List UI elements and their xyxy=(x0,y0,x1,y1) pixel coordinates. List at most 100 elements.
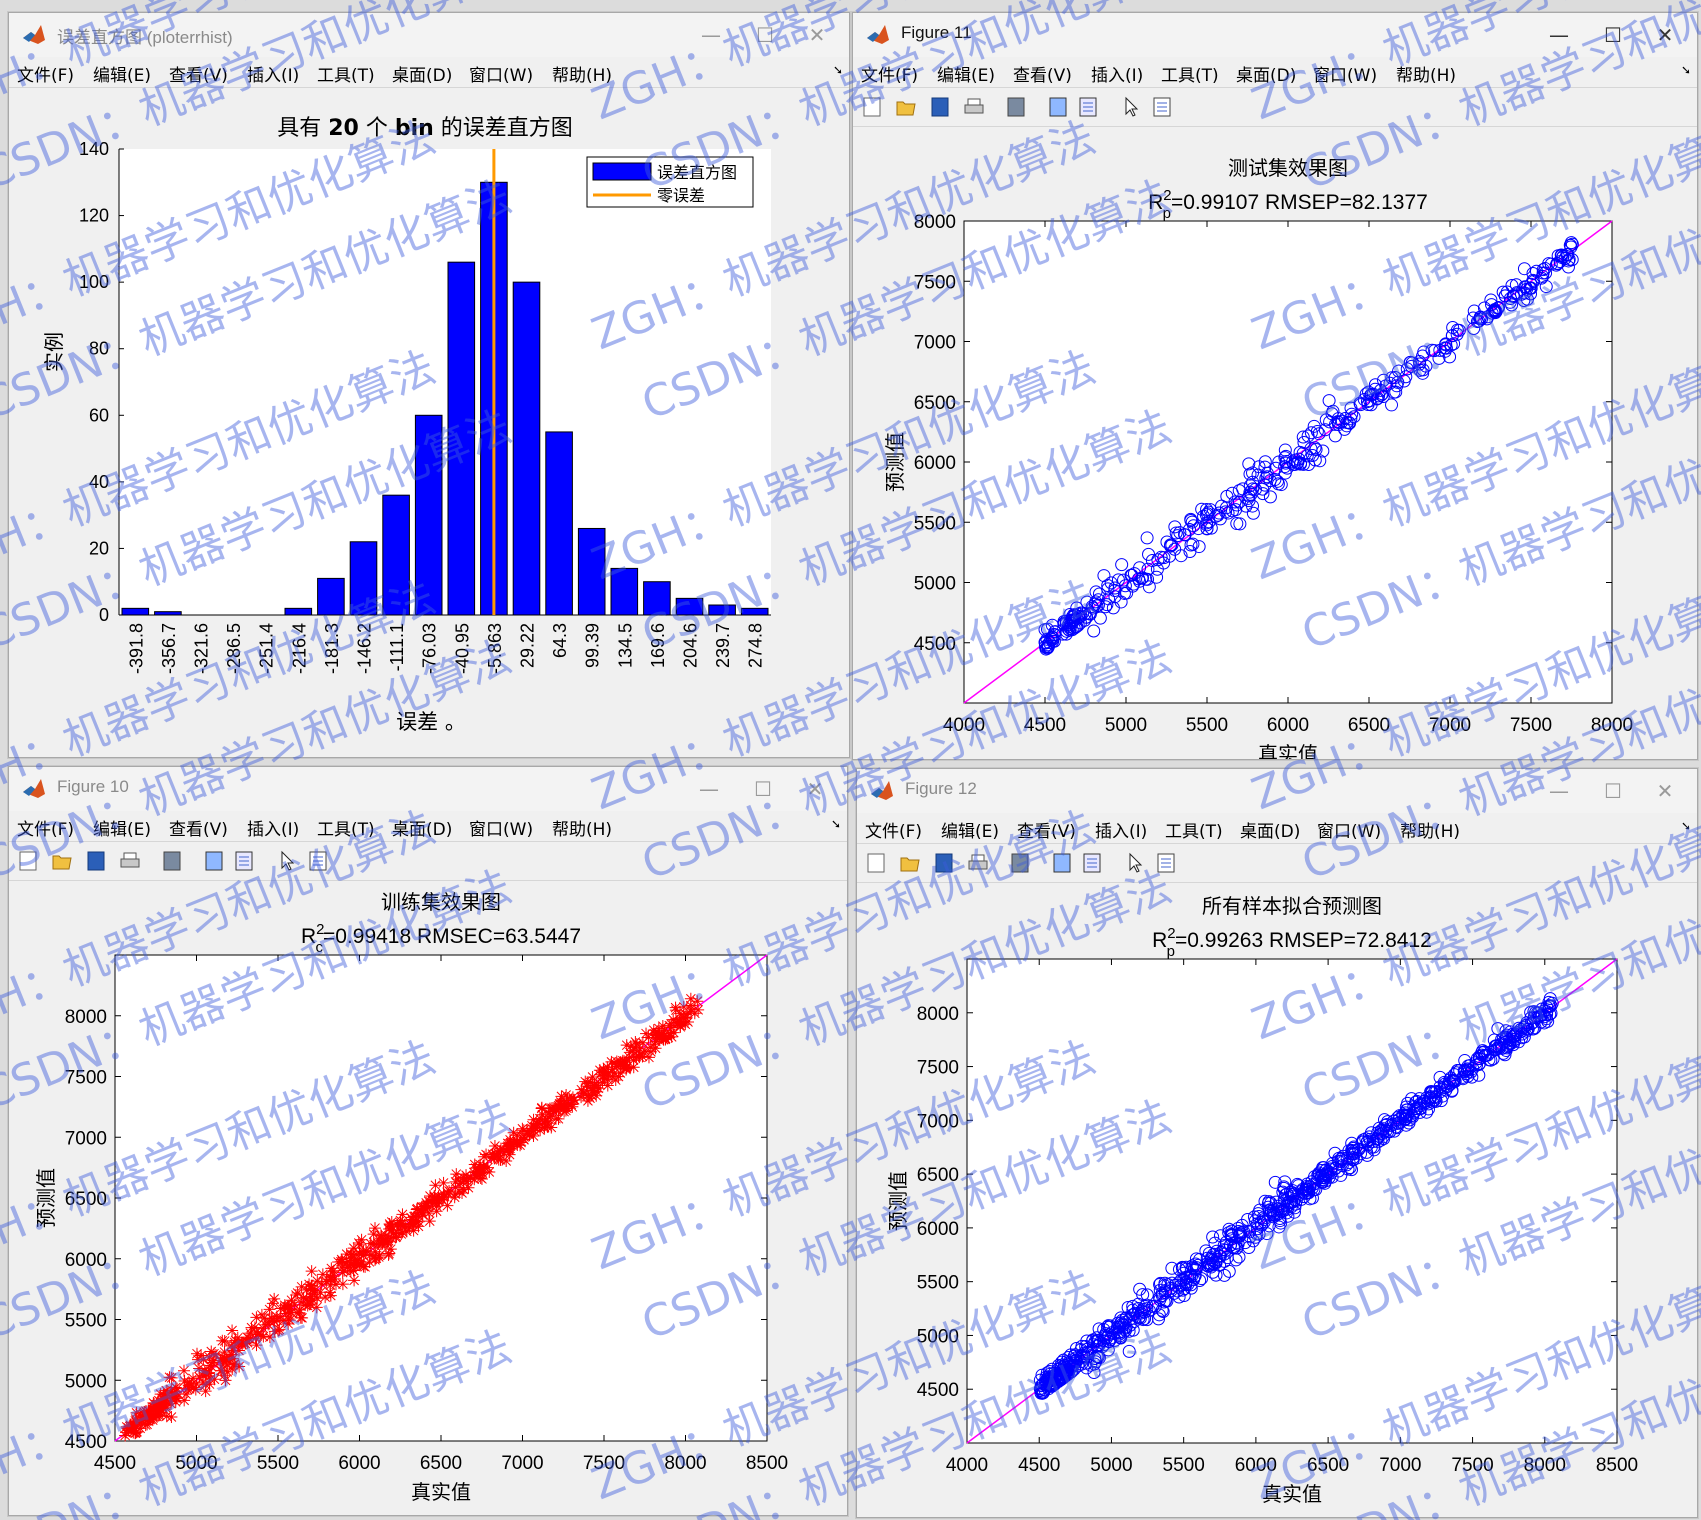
close-button[interactable]: ✕ xyxy=(808,23,826,47)
print-icon[interactable] xyxy=(119,850,141,872)
link-plot-icon[interactable] xyxy=(161,850,183,872)
insert-legend-icon[interactable] xyxy=(233,850,255,872)
window-ploterrhist[interactable]: 误差直方图 (ploterrhist) — ☐ ✕ 文件(F) 编辑(E) 查看(V… xyxy=(8,12,850,758)
window-titlebar[interactable]: Figure 11 — ☐ ✕ xyxy=(853,13,1697,57)
menu-item-1[interactable]: 编辑(E) xyxy=(941,822,1000,842)
menu-item-0[interactable]: 文件(F) xyxy=(17,820,75,840)
data-point xyxy=(392,1223,405,1236)
link-plot-icon[interactable] xyxy=(1005,96,1027,118)
window-titlebar[interactable]: Figure 10 — ☐ ✕ xyxy=(9,767,847,811)
menubar-overflow-icon[interactable]: ➘ xyxy=(832,63,843,77)
menu-item-7[interactable]: 帮助(H) xyxy=(1400,822,1461,842)
data-point xyxy=(203,1366,216,1379)
menu-item-1[interactable]: 编辑(E) xyxy=(93,66,152,86)
close-button[interactable]: ✕ xyxy=(1656,23,1674,47)
edit-plot-arrow-icon[interactable] xyxy=(1125,852,1147,874)
minimize-button[interactable]: — xyxy=(701,23,721,47)
data-point xyxy=(443,1184,456,1197)
menu-item-4[interactable]: 工具(T) xyxy=(317,66,375,86)
menu-item-7[interactable]: 帮助(H) xyxy=(552,820,613,840)
maximize-button[interactable]: ☐ xyxy=(756,23,774,47)
menu-item-6[interactable]: 窗口(W) xyxy=(1313,66,1378,86)
data-point xyxy=(1168,542,1182,556)
window-figure-10[interactable]: Figure 10 — ☐ ✕ 文件(F) 编辑(E) 查看(V) 插入(I) 工具(T… xyxy=(8,766,848,1516)
data-point xyxy=(1345,1143,1359,1157)
print-icon[interactable] xyxy=(963,96,985,118)
new-figure-icon[interactable] xyxy=(865,852,887,874)
menubar-overflow-icon[interactable]: ➘ xyxy=(830,817,841,831)
menu-item-3[interactable]: 插入(I) xyxy=(1095,822,1148,842)
maximize-button[interactable]: ☐ xyxy=(1604,23,1622,47)
property-inspector-icon[interactable] xyxy=(1155,852,1177,874)
menu-item-3[interactable]: 插入(I) xyxy=(247,820,300,840)
property-inspector-icon[interactable] xyxy=(307,850,329,872)
menu-item-2[interactable]: 查看(V) xyxy=(1017,822,1076,842)
menu-item-4[interactable]: 工具(T) xyxy=(1161,66,1219,86)
menu-item-5[interactable]: 桌面(D) xyxy=(392,66,453,86)
menu-item-7[interactable]: 帮助(H) xyxy=(552,66,613,86)
data-point xyxy=(642,1051,655,1064)
menu-item-0[interactable]: 文件(F) xyxy=(865,822,923,842)
menu-item-6[interactable]: 窗口(W) xyxy=(469,66,534,86)
menu-item-0[interactable]: 文件(F) xyxy=(17,66,75,86)
menu-item-4[interactable]: 工具(T) xyxy=(317,820,375,840)
menu-item-5[interactable]: 桌面(D) xyxy=(392,820,453,840)
data-point xyxy=(544,1110,557,1123)
minimize-button[interactable]: — xyxy=(699,777,719,801)
maximize-button[interactable]: ☐ xyxy=(754,777,772,801)
menu-item-4[interactable]: 工具(T) xyxy=(1165,822,1223,842)
open-file-icon[interactable] xyxy=(51,850,73,872)
link-plot-icon[interactable] xyxy=(1009,852,1031,874)
new-figure-icon[interactable] xyxy=(861,96,883,118)
maximize-button[interactable]: ☐ xyxy=(1604,779,1622,803)
window-figure-11[interactable]: Figure 11 — ☐ ✕ 文件(F) 编辑(E) 查看(V) 插入(I) 工具(T… xyxy=(852,12,1698,760)
menu-item-0[interactable]: 文件(F) xyxy=(861,66,919,86)
data-point xyxy=(255,1308,268,1321)
menu-item-5[interactable]: 桌面(D) xyxy=(1236,66,1297,86)
menu-item-6[interactable]: 窗口(W) xyxy=(469,820,534,840)
menu-item-6[interactable]: 窗口(W) xyxy=(1317,822,1382,842)
data-point xyxy=(310,1301,323,1314)
insert-colorbar-icon[interactable] xyxy=(1051,852,1073,874)
data-point xyxy=(133,1407,146,1420)
open-file-icon[interactable] xyxy=(895,96,917,118)
insert-legend-icon[interactable] xyxy=(1081,852,1103,874)
menu-item-1[interactable]: 编辑(E) xyxy=(93,820,152,840)
menu-item-7[interactable]: 帮助(H) xyxy=(1396,66,1457,86)
menu-item-2[interactable]: 查看(V) xyxy=(169,820,228,840)
data-point xyxy=(1069,1341,1083,1355)
window-figure-12[interactable]: Figure 12 — ☐ ✕ 文件(F) 编辑(E) 查看(V) 插入(I) 工具(T… xyxy=(856,768,1698,1518)
menu-item-2[interactable]: 查看(V) xyxy=(169,66,228,86)
x-tick-label: 4000 xyxy=(946,1455,988,1476)
new-figure-icon[interactable] xyxy=(17,850,39,872)
menubar-overflow-icon[interactable]: ➘ xyxy=(1680,63,1691,77)
menu-item-2[interactable]: 查看(V) xyxy=(1013,66,1072,86)
property-inspector-icon[interactable] xyxy=(1151,96,1173,118)
data-point xyxy=(1355,1135,1369,1149)
save-icon[interactable] xyxy=(933,852,955,874)
menubar-overflow-icon[interactable]: ➘ xyxy=(1680,819,1691,833)
minimize-button[interactable]: — xyxy=(1549,23,1569,47)
menu-item-3[interactable]: 插入(I) xyxy=(247,66,300,86)
close-button[interactable]: ✕ xyxy=(806,777,824,801)
insert-colorbar-icon[interactable] xyxy=(203,850,225,872)
data-point xyxy=(1232,484,1246,498)
menu-item-3[interactable]: 插入(I) xyxy=(1091,66,1144,86)
save-icon[interactable] xyxy=(929,96,951,118)
insert-colorbar-icon[interactable] xyxy=(1047,96,1069,118)
x-tick-label: 8000 xyxy=(1524,1455,1566,1476)
edit-plot-arrow-icon[interactable] xyxy=(277,850,299,872)
data-point xyxy=(1040,1371,1054,1385)
edit-plot-arrow-icon[interactable] xyxy=(1121,96,1143,118)
close-button[interactable]: ✕ xyxy=(1656,779,1674,803)
save-icon[interactable] xyxy=(85,850,107,872)
window-titlebar[interactable]: Figure 12 — ☐ ✕ xyxy=(857,769,1697,813)
menu-item-5[interactable]: 桌面(D) xyxy=(1240,822,1301,842)
menu-item-1[interactable]: 编辑(E) xyxy=(937,66,996,86)
open-file-icon[interactable] xyxy=(899,852,921,874)
print-icon[interactable] xyxy=(967,852,989,874)
minimize-button[interactable]: — xyxy=(1549,779,1569,803)
window-titlebar[interactable]: 误差直方图 (ploterrhist) — ☐ ✕ xyxy=(9,13,849,57)
data-point xyxy=(1124,568,1138,582)
insert-legend-icon[interactable] xyxy=(1077,96,1099,118)
